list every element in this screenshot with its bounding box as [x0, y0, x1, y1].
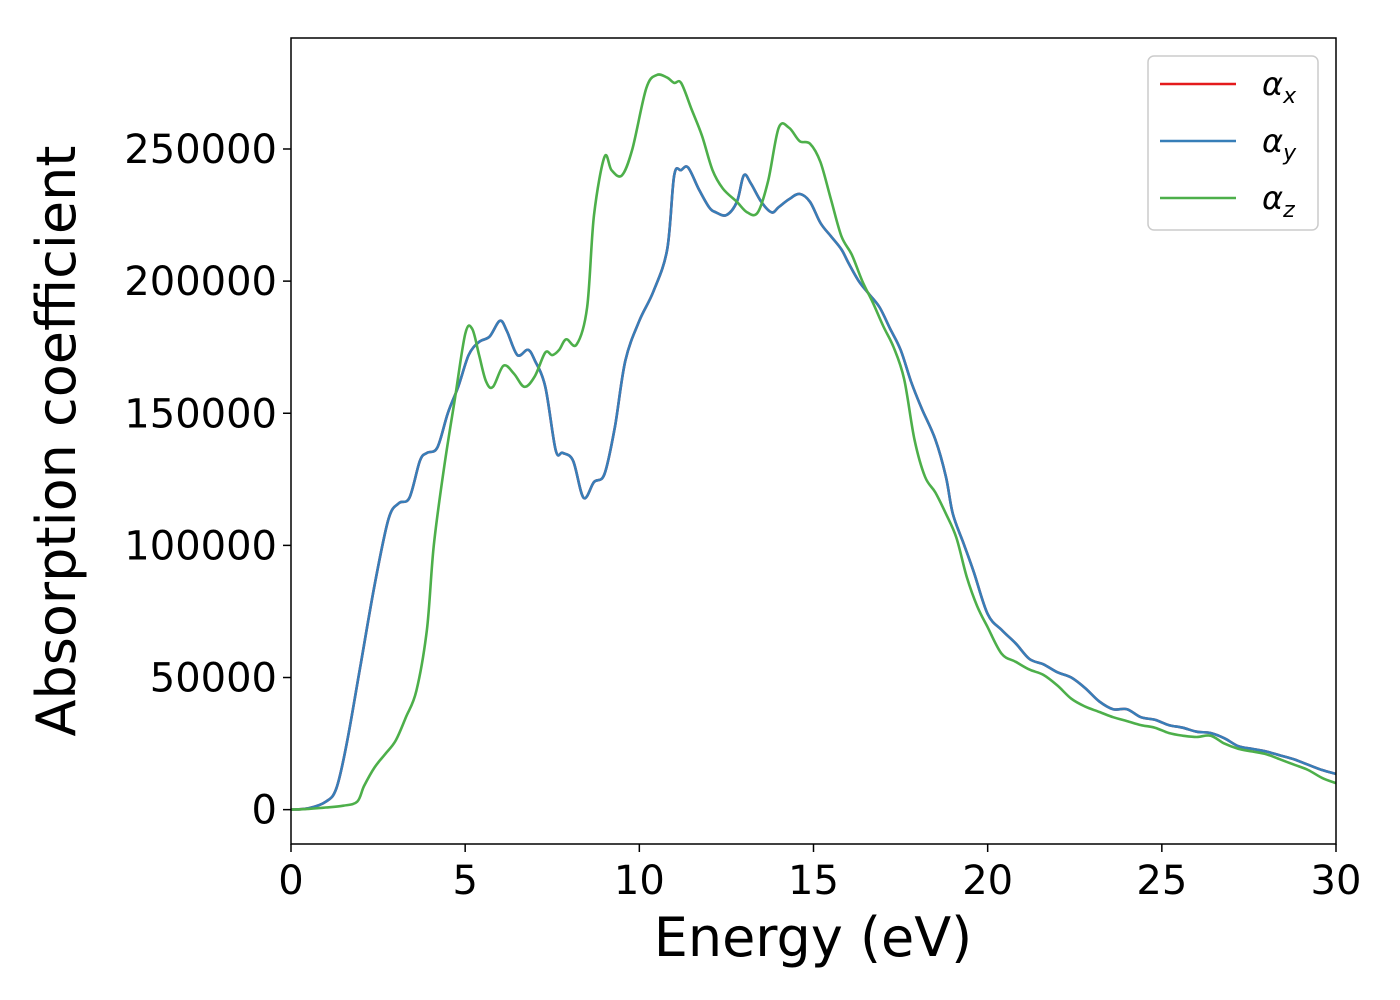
y-tick-label-250000: 250000 — [124, 127, 277, 173]
y-tick-label-200000: 200000 — [124, 259, 277, 305]
x-axis-title: Energy (eV) — [654, 906, 973, 969]
x-tick-label-30: 30 — [1311, 858, 1362, 904]
x-tick-label-0: 0 — [278, 858, 303, 904]
legend: αx αy αz — [1147, 55, 1319, 231]
series-line-x — [291, 165, 1336, 811]
y-tick-label-150000: 150000 — [124, 391, 277, 437]
legend-label-y: αy — [1262, 122, 1297, 166]
x-tick-label-25: 25 — [1136, 858, 1187, 904]
legend-box — [1147, 55, 1319, 231]
y-axis-title: Absorption coefficient — [25, 146, 88, 737]
x-tick-label-20: 20 — [962, 858, 1013, 904]
y-tick-label-100000: 100000 — [124, 523, 277, 569]
y-tick-label-50000: 50000 — [150, 656, 277, 702]
legend-label-x: αx — [1262, 65, 1297, 109]
y-axis: 0 50000 100000 150000 200000 250000 — [124, 127, 291, 834]
x-tick-label-15: 15 — [788, 858, 839, 904]
y-tick-label-0: 0 — [252, 788, 277, 834]
x-tick-label-5: 5 — [452, 858, 477, 904]
plot-lines — [291, 73, 1336, 811]
x-tick-label-10: 10 — [614, 858, 665, 904]
series-line-z — [291, 73, 1336, 811]
legend-label-z: αz — [1262, 179, 1295, 223]
x-axis: 0 5 10 15 20 25 30 — [278, 844, 1361, 904]
series-line-y — [291, 165, 1336, 811]
